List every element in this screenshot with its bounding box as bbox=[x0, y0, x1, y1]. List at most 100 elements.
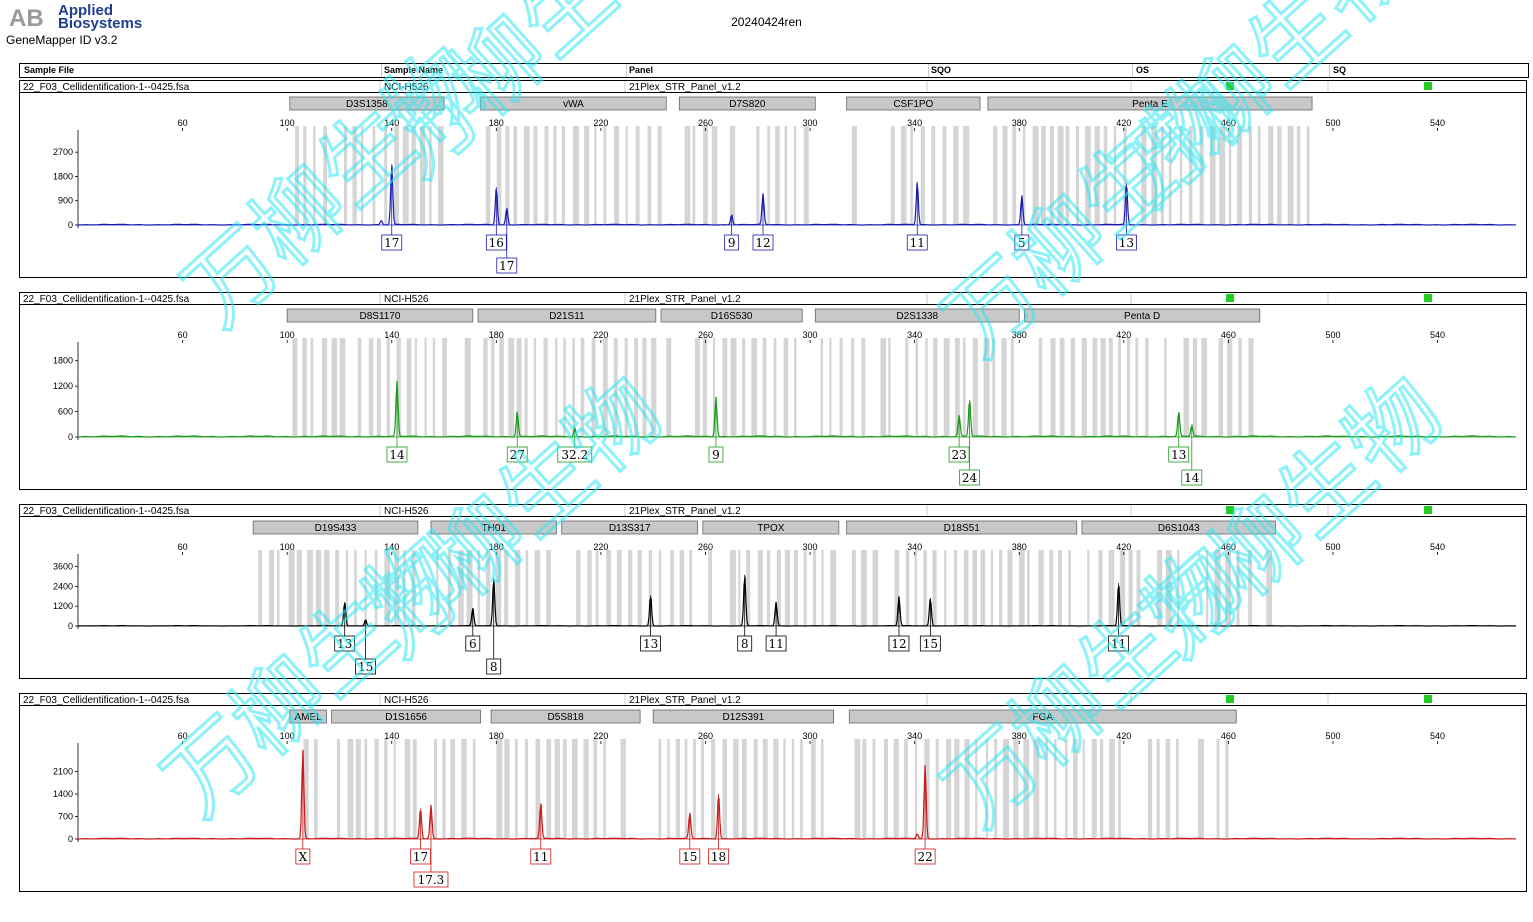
marker-label: D8S1170 bbox=[359, 311, 400, 322]
allele-label-box bbox=[557, 446, 593, 463]
allele-bin bbox=[624, 338, 628, 437]
allele-bin bbox=[336, 739, 341, 839]
column-sample-name: Sample Name bbox=[384, 65, 444, 75]
marker-box bbox=[252, 520, 419, 535]
allele-bin bbox=[472, 739, 476, 839]
allele-bin bbox=[543, 338, 548, 437]
allele-label: 15 bbox=[923, 637, 938, 651]
allele-bin bbox=[1160, 126, 1164, 225]
allele-bin bbox=[1032, 126, 1039, 225]
allele-bin bbox=[679, 550, 685, 626]
y-tick-label: 700 bbox=[58, 812, 73, 822]
allele-label: 13 bbox=[643, 637, 658, 651]
allele-bin bbox=[1001, 338, 1007, 437]
allele-bin bbox=[583, 739, 589, 839]
allele-bin bbox=[324, 550, 330, 626]
allele-bin bbox=[571, 739, 578, 839]
allele-bin bbox=[811, 739, 816, 839]
allele-bin bbox=[962, 338, 966, 437]
allele-bin bbox=[1236, 550, 1240, 626]
allele-bin bbox=[339, 338, 346, 437]
allele-bin bbox=[1100, 338, 1106, 437]
allele-bin bbox=[1268, 126, 1274, 225]
x-tick-label: 100 bbox=[280, 542, 295, 552]
marker-box bbox=[430, 520, 557, 535]
allele-bin bbox=[595, 550, 599, 626]
allele-bin bbox=[738, 550, 741, 626]
allele-bin bbox=[1087, 550, 1090, 626]
allele-bin bbox=[483, 338, 488, 437]
allele-bin bbox=[1003, 739, 1010, 839]
allele-bin bbox=[352, 126, 357, 225]
allele-label-box bbox=[737, 635, 753, 652]
allele-label-box bbox=[765, 635, 787, 652]
allele-bin bbox=[1266, 550, 1273, 626]
x-tick-label: 60 bbox=[178, 330, 188, 340]
allele-bin bbox=[1287, 126, 1294, 225]
marker-label: D16S530 bbox=[711, 311, 753, 322]
allele-bin bbox=[1205, 550, 1209, 626]
allele-bin bbox=[860, 550, 867, 626]
panel-value: 21Plex_STR_Panel_v1.2 bbox=[629, 294, 741, 305]
allele-bin bbox=[1002, 126, 1008, 225]
x-tick-label: 300 bbox=[803, 731, 818, 741]
allele-bin bbox=[288, 550, 295, 626]
x-tick-label: 60 bbox=[178, 542, 188, 552]
x-tick-label: 100 bbox=[280, 118, 295, 128]
marker-label: D19S433 bbox=[315, 523, 357, 534]
x-tick-label: 340 bbox=[907, 330, 922, 340]
marker-label: D3S1358 bbox=[346, 99, 388, 110]
allele-bin bbox=[364, 550, 367, 626]
allele-bin bbox=[1108, 550, 1115, 626]
allele-bin bbox=[1049, 550, 1054, 626]
allele-bin bbox=[516, 338, 522, 437]
allele-bin bbox=[302, 338, 307, 437]
allele-bin bbox=[1013, 739, 1019, 839]
allele-bin bbox=[893, 739, 899, 839]
x-tick-label: 500 bbox=[1325, 118, 1340, 128]
allele-bin bbox=[1237, 126, 1243, 225]
allele-bin bbox=[933, 338, 938, 437]
allele-bin bbox=[972, 550, 978, 626]
allele-label-box bbox=[496, 257, 518, 274]
allele-label-box bbox=[708, 446, 724, 463]
allele-bin bbox=[384, 739, 388, 839]
allele-label-box bbox=[959, 469, 980, 486]
allele-label: 11 bbox=[768, 637, 783, 651]
x-tick-label: 140 bbox=[384, 118, 399, 128]
sample-name-value: NCI-H526 bbox=[384, 695, 429, 706]
allele-bin bbox=[616, 550, 622, 626]
column-sq: SQ bbox=[1333, 65, 1347, 75]
allele-bins bbox=[258, 550, 1273, 626]
sample-file-value: 22_F03_Cellidentification-1--0425.fsa bbox=[23, 506, 190, 517]
marker-label: D13S317 bbox=[609, 523, 651, 534]
allele-label: 17 bbox=[413, 850, 428, 864]
x-tick-label: 420 bbox=[1116, 542, 1131, 552]
allele-bin bbox=[1145, 338, 1149, 437]
allele-bin bbox=[354, 550, 357, 626]
allele-bin bbox=[553, 126, 557, 225]
marker-box bbox=[702, 520, 840, 535]
allele-bin bbox=[1050, 338, 1056, 437]
allele-bin bbox=[773, 338, 777, 437]
allele-bin bbox=[1082, 739, 1085, 839]
allele-bin bbox=[935, 739, 939, 839]
allele-bin bbox=[1119, 550, 1126, 626]
allele-bin bbox=[880, 338, 887, 437]
allele-label: 13 bbox=[337, 637, 352, 651]
x-tick-label: 220 bbox=[593, 731, 608, 741]
allele-bin bbox=[1059, 338, 1065, 437]
sq-quality-flag bbox=[1424, 294, 1432, 302]
allele-bin bbox=[323, 126, 328, 225]
allele-label: 6 bbox=[469, 637, 477, 651]
allele-bin bbox=[890, 126, 895, 225]
allele-bin bbox=[800, 739, 803, 839]
allele-bin bbox=[975, 739, 978, 839]
allele-bin bbox=[730, 338, 737, 437]
allele-bin bbox=[1219, 126, 1226, 225]
allele-bin bbox=[411, 126, 416, 225]
allele-bin bbox=[572, 338, 575, 437]
allele-bin bbox=[702, 338, 707, 437]
x-tick-label: 460 bbox=[1221, 731, 1236, 741]
